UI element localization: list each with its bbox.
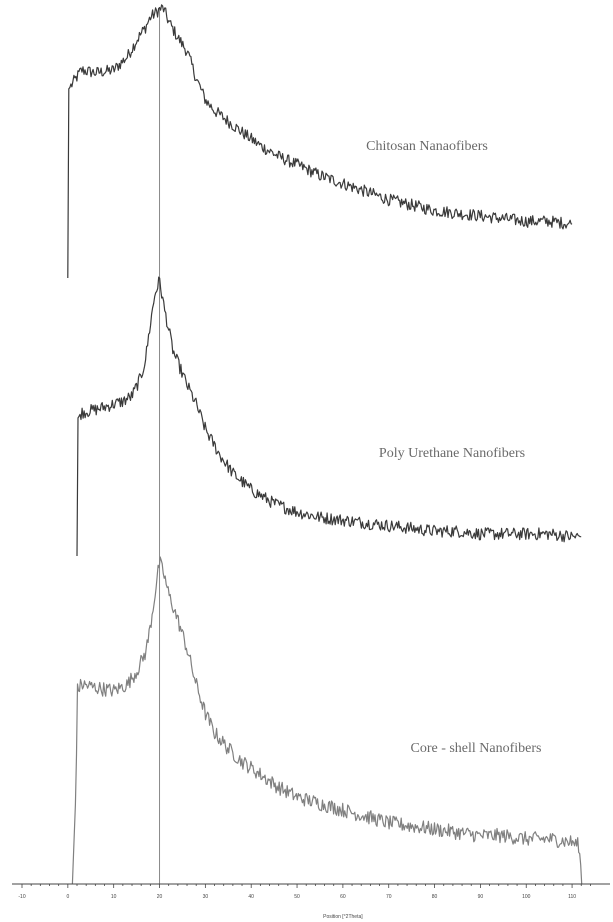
x-tick-label: 10: [111, 894, 117, 900]
x-tick-label: 20: [157, 894, 163, 900]
series-label: Core - shell Nanofibers: [410, 741, 541, 756]
series-label: Chitosan Nanaofibers: [366, 139, 488, 154]
x-tick-label: 100: [522, 894, 531, 900]
series-line: [71, 556, 583, 885]
x-tick-label: 40: [248, 894, 254, 900]
x-axis-tick-labels: -10 0 10 20 30 40 50 60 70 80 90 100 110: [18, 894, 576, 900]
series-line: [76, 276, 582, 557]
x-tick-label: 50: [294, 894, 300, 900]
x-axis-ticks: [21, 884, 591, 888]
x-tick-label: 70: [386, 894, 392, 900]
series-line: [67, 4, 573, 279]
x-tick-label: 60: [340, 894, 346, 900]
x-axis-title: Position [°2Theta]: [323, 914, 363, 920]
series-layer: [67, 4, 583, 885]
series-labels: Chitosan Nanaofibers Poly Urethane Nanofi…: [366, 139, 541, 756]
x-tick-label: 90: [478, 894, 484, 900]
x-axis: -10 0 10 20 30 40 50 60 70 80 90 100 110 Position [°…: [12, 883, 610, 920]
x-tick-label: 0: [66, 894, 69, 900]
x-tick-label: 80: [432, 894, 438, 900]
x-tick-label: 30: [203, 894, 209, 900]
series-label: Poly Urethane Nanofibers: [379, 446, 525, 461]
x-tick-label: -10: [18, 894, 25, 900]
x-tick-label: 110: [568, 894, 576, 900]
